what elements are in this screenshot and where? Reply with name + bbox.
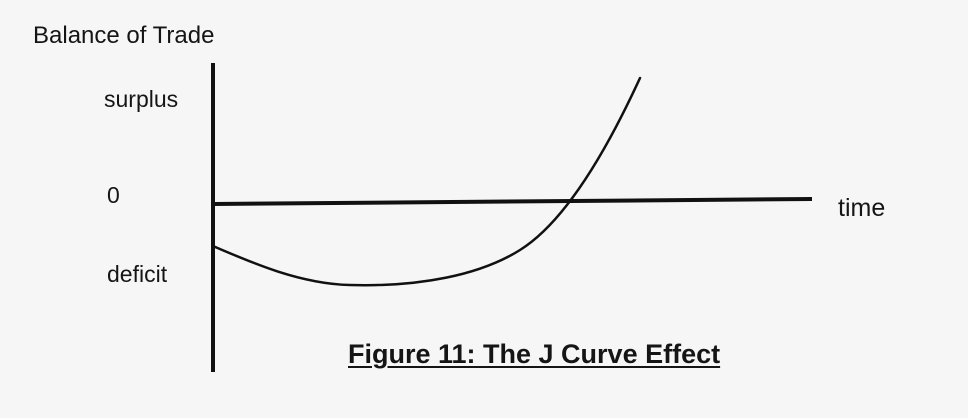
surplus-label: surplus bbox=[104, 86, 179, 112]
y-axis-title: Balance of Trade bbox=[33, 22, 215, 49]
figure-caption: Figure 11: The J Curve Effect bbox=[348, 339, 721, 369]
deficit-label: deficit bbox=[107, 261, 168, 287]
x-axis-line bbox=[212, 197, 813, 206]
j-curve-line bbox=[211, 76, 642, 287]
x-axis-title: time bbox=[838, 194, 886, 222]
zero-label: 0 bbox=[107, 182, 120, 208]
